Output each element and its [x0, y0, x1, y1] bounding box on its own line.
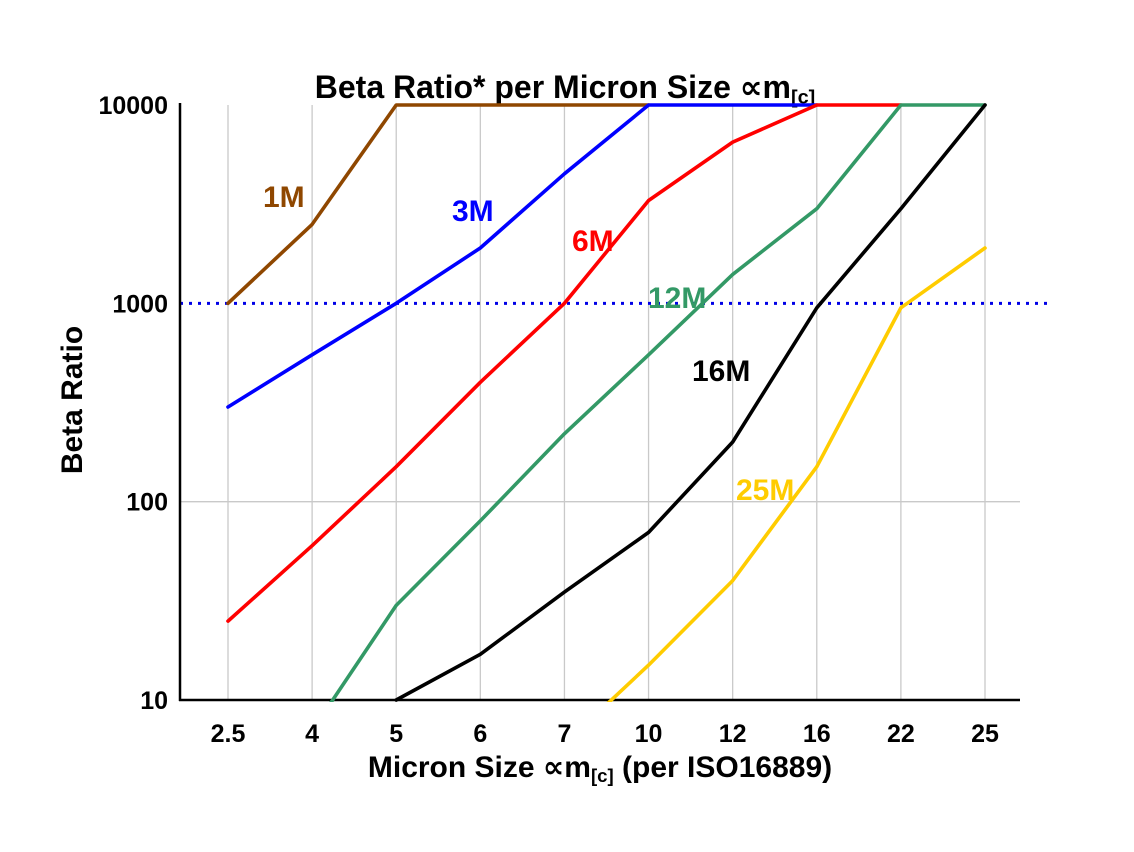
x-tick-25: 25 — [971, 720, 999, 748]
series-line-25M — [606, 246, 987, 702]
series-line-3M — [226, 103, 819, 409]
series-label-6M: 6M — [572, 225, 614, 258]
x-tick-5: 5 — [389, 720, 403, 748]
chart-title-symbol: ∝m — [739, 69, 791, 105]
series-lines — [226, 103, 987, 702]
series-label-25M: 25M — [736, 474, 794, 507]
y-tick-10000: 10000 — [98, 92, 168, 120]
x-axis-title-text: Micron Size — [367, 751, 543, 784]
chart-title: Beta Ratio* per Micron Size ∝m[c] — [315, 68, 815, 110]
series-line-16M — [394, 103, 987, 702]
x-tick-6: 6 — [473, 720, 487, 748]
x-axis-title-subscript: [c] — [590, 765, 614, 787]
x-axis-title-suffix: (per ISO16889) — [613, 751, 833, 784]
y-tick-10: 10 — [140, 687, 168, 715]
series-label-3M: 3M — [452, 195, 494, 228]
x-tick-10: 10 — [635, 720, 663, 748]
chart-title-text: Beta Ratio* per Micron Size — [314, 69, 740, 105]
y-tick-100: 100 — [126, 489, 168, 517]
x-axis-title-symbol: ∝m — [542, 751, 591, 784]
series-label-1M: 1M — [263, 181, 305, 214]
series-line-1M — [226, 103, 651, 306]
series-label-16M: 16M — [692, 355, 750, 388]
x-tick-2.5: 2.5 — [211, 720, 246, 748]
series-label-12M: 12M — [648, 282, 706, 315]
x-tick-4: 4 — [305, 720, 319, 748]
series-line-6M — [226, 103, 903, 623]
series-line-12M — [329, 103, 987, 702]
x-tick-16: 16 — [803, 720, 831, 748]
x-tick-12: 12 — [719, 720, 747, 748]
y-tick-1000: 1000 — [112, 290, 168, 318]
x-axis-title: Micron Size ∝m[c] (per ISO16889) — [368, 750, 832, 787]
x-tick-22: 22 — [887, 720, 915, 748]
x-tick-7: 7 — [557, 720, 571, 748]
chart-title-subscript: [c] — [790, 86, 816, 109]
